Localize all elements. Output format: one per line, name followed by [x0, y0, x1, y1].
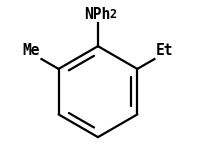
Text: Me: Me: [22, 43, 40, 58]
Text: 2: 2: [109, 8, 116, 21]
Text: NPh: NPh: [84, 7, 110, 22]
Text: Et: Et: [155, 43, 173, 58]
